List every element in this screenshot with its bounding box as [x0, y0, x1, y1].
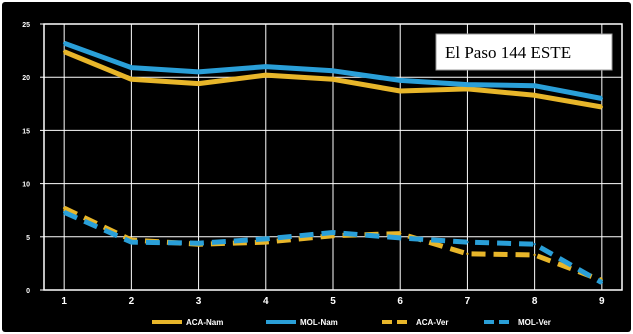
legend-label: MOL-Nam: [300, 318, 338, 327]
data-point: [533, 253, 536, 257]
x-tick-label: 6: [397, 296, 403, 307]
data-point: [399, 236, 402, 240]
x-tick-label: 3: [196, 296, 202, 307]
data-point: [533, 243, 536, 246]
data-point: [264, 65, 267, 68]
data-point: [399, 232, 402, 235]
data-point: [331, 234, 335, 237]
data-point: [533, 94, 536, 97]
y-tick-label: 15: [22, 128, 30, 135]
data-point: [331, 231, 335, 234]
data-point: [264, 73, 267, 77]
data-point: [331, 78, 335, 81]
data-point: [130, 240, 133, 244]
chart-title: El Paso 144 ESTE: [445, 43, 571, 62]
x-tick-label: 9: [599, 296, 605, 307]
y-tick-label: 25: [22, 22, 30, 29]
x-tick-label: 7: [465, 296, 471, 307]
data-point: [62, 206, 66, 210]
data-point: [331, 69, 335, 73]
data-point: [264, 240, 267, 244]
x-tick-label: 5: [330, 296, 336, 307]
legend-label: MOL-Ver: [518, 318, 551, 327]
data-point: [466, 83, 469, 86]
y-axis-ticks: 0 5 10 15 20 25: [22, 22, 44, 295]
series-lines: [62, 40, 604, 285]
x-tick-label: 8: [532, 296, 538, 307]
data-point: [264, 237, 267, 241]
data-point: [600, 105, 604, 109]
data-point: [62, 41, 66, 45]
y-tick-label: 5: [26, 235, 30, 242]
y-tick-label: 10: [22, 182, 30, 189]
legend: ACA-Nam MOL-Nam ACA-Ver MOL-Ver: [152, 318, 551, 327]
title-box: El Paso 144 ESTE: [435, 33, 613, 71]
data-point: [197, 241, 200, 245]
y-tick-label: 0: [26, 288, 30, 295]
x-tick-label: 1: [61, 296, 67, 307]
x-tick-label: 2: [129, 296, 135, 307]
legend-label: ACA-Ver: [416, 318, 448, 327]
title-box-background: [435, 33, 613, 71]
data-point: [62, 50, 66, 53]
data-point: [197, 82, 200, 85]
y-tick-label: 20: [22, 75, 30, 82]
data-point: [130, 78, 133, 81]
data-point: [466, 240, 469, 244]
data-point: [466, 252, 469, 256]
data-point: [399, 79, 402, 82]
data-point: [466, 87, 469, 91]
data-point: [533, 84, 536, 87]
data-point: [62, 211, 66, 214]
data-point: [600, 97, 604, 100]
data-point: [600, 281, 604, 284]
data-point: [399, 89, 402, 93]
x-tick-label: 4: [263, 296, 269, 307]
x-axis-ticks: 1 2 3 4 5 6 7 8 9: [61, 296, 605, 307]
data-point: [197, 70, 200, 74]
legend-label: ACA-Nam: [186, 318, 223, 327]
data-point: [130, 66, 133, 69]
